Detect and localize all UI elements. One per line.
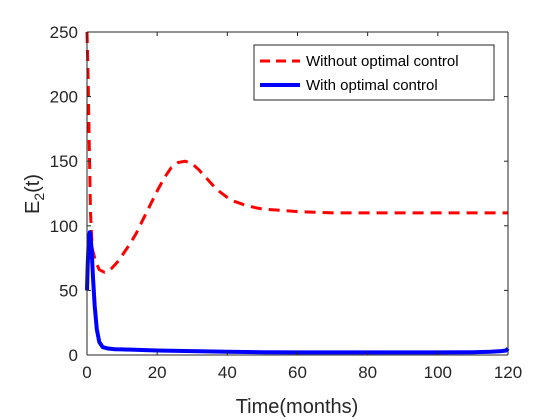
y-axis-title: E2(t) <box>22 174 47 214</box>
x-tick-label: 100 <box>424 363 452 382</box>
legend: Without optimal control With optimal con… <box>253 44 495 101</box>
x-tick-label: 40 <box>218 363 237 382</box>
legend-label-with-control: With optimal control <box>306 77 438 94</box>
x-tick-label: 80 <box>358 363 377 382</box>
series-line-with-control <box>85 230 510 355</box>
x-axis-title: Time(months) <box>236 396 359 418</box>
x-tick-label: 20 <box>148 363 167 382</box>
y-tick-label: 0 <box>69 346 78 365</box>
y-tick-label: 200 <box>50 88 78 107</box>
y-axis-title-main: E <box>22 201 44 214</box>
x-tick-label: 0 <box>82 363 91 382</box>
y-axis-title-tail: (t) <box>22 174 44 193</box>
series-layer <box>85 31 510 355</box>
y-tick-label: 50 <box>59 281 78 300</box>
ticks-layer: 0 20 40 60 80 100 120 0 50 100 150 200 250 <box>50 23 523 382</box>
y-tick-label: 150 <box>50 152 78 171</box>
y-axis-title-subscript: 2 <box>31 193 47 201</box>
y-tick-label: 250 <box>50 23 78 42</box>
legend-label-without-control: Without optimal control <box>306 53 459 70</box>
legend-box <box>253 44 495 101</box>
x-tick-label: 120 <box>494 363 522 382</box>
x-tick-label: 60 <box>288 363 307 382</box>
y-tick-label: 100 <box>50 217 78 236</box>
series-line-without-control <box>85 31 508 274</box>
